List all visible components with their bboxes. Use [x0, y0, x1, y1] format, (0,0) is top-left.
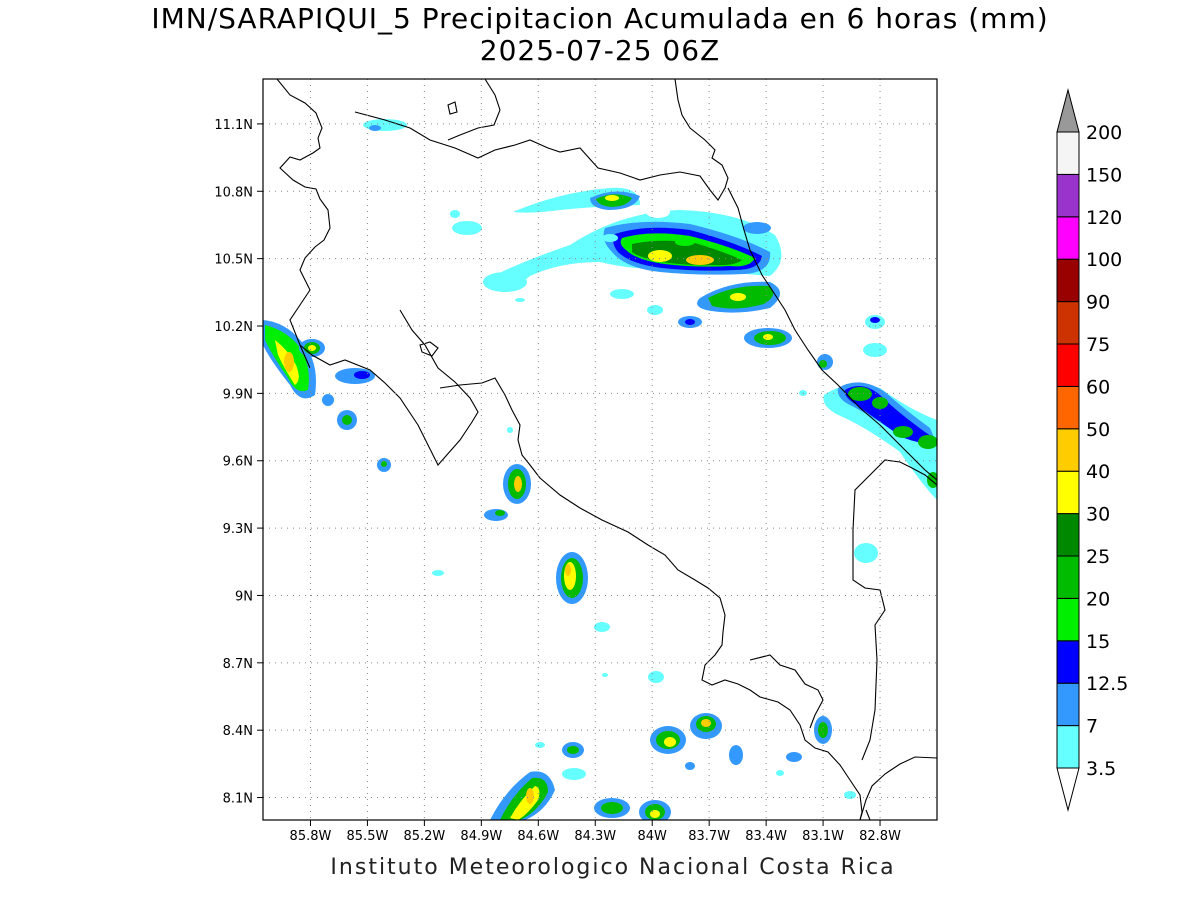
colorbar-swatch [1056, 682, 1080, 727]
rain-cell [490, 673, 856, 820]
colorbar-label: 120 [1086, 207, 1122, 229]
lon-tick-label: 83.7W [688, 829, 730, 844]
map-title: IMN/SARAPIQUI_5 Precipitacion Acumulada … [151, 2, 1049, 35]
country-border [354, 79, 937, 481]
rain-cell [263, 320, 391, 472]
colorbar-label: 200 [1086, 122, 1122, 144]
colorbar-swatch [1056, 725, 1080, 769]
lat-tick-label: 9.3N [223, 522, 253, 537]
colorbar-swatch [1056, 385, 1080, 430]
rain-cell [610, 281, 780, 328]
colorbar-label: 7 [1086, 716, 1098, 738]
colorbar-swatch [1056, 513, 1080, 557]
lat-tick-label: 8.4N [223, 724, 253, 739]
colorbar-label: 12.5 [1086, 673, 1128, 695]
rain-cell [363, 119, 618, 302]
lat-tick-label: 11.1N [214, 118, 253, 133]
lon-tick-label: 82.8W [859, 829, 901, 844]
colorbar-upper-triangle [1056, 88, 1080, 133]
colorbar-swatch [1056, 301, 1080, 345]
colorbar-label: 60 [1086, 376, 1110, 398]
rain-cell [432, 427, 878, 683]
colorbar-swatch [1056, 555, 1080, 599]
colorbar-label: 30 [1086, 504, 1110, 526]
colorbar-label: 75 [1086, 334, 1110, 356]
colorbar-label: 40 [1086, 461, 1110, 483]
lat-tick-label: 8.7N [223, 657, 253, 672]
lon-tick-label: 85.5W [347, 829, 389, 844]
lat-tick-label: 10.5N [214, 253, 253, 268]
lon-tick-label: 84W [638, 829, 668, 844]
colorbar-label: 90 [1086, 292, 1110, 314]
latitude-axis: 11.1N 10.8N 10.5N 10.2N 9.9N 9.6N 9.3N 9N 8.7N 8.… [214, 118, 263, 807]
lat-tick-label: 10.8N [214, 185, 253, 200]
rain-cell [799, 315, 937, 500]
colorbar-swatch [1056, 470, 1080, 515]
lon-tick-label: 85.8W [290, 829, 332, 844]
lat-tick-label: 9.6N [223, 455, 253, 470]
colorbar-swatch [1056, 343, 1080, 387]
colorbar-swatch [1056, 216, 1080, 260]
colorbar-label: 25 [1086, 546, 1110, 568]
colorbar-label: 15 [1086, 631, 1110, 653]
colorbar-swatch [1056, 258, 1080, 303]
lon-tick-label: 84.9W [460, 829, 502, 844]
gridlines [263, 79, 937, 820]
map-subtitle-datetime: 2025-07-25 06Z [479, 34, 721, 67]
lat-tick-label: 10.2N [214, 320, 253, 335]
lon-tick-label: 83.4W [745, 829, 787, 844]
longitude-axis: 85.8W 85.5W 85.2W 84.9W 84.6W 84.3W 84W 83.7W 83… [290, 820, 901, 844]
colorbar-label: 150 [1086, 164, 1122, 186]
lat-tick-label: 9N [235, 589, 253, 604]
map-frame [262, 78, 938, 821]
colorbar-swatch [1056, 640, 1080, 684]
lon-tick-label: 85.2W [403, 829, 445, 844]
colorbar-swatch [1056, 428, 1080, 472]
precipitation-field [263, 119, 937, 820]
lon-tick-label: 84.6W [517, 829, 559, 844]
colorbar-label: 50 [1086, 419, 1110, 441]
colorbar-swatch [1056, 131, 1080, 175]
colorbar-swatch [1056, 597, 1080, 642]
colorbar-legend: 3.5 7 12.5 15 20 25 30 40 50 60 75 90 100 120 150 200 [1056, 88, 1128, 812]
lon-tick-label: 84.3W [574, 829, 616, 844]
colorbar-label: 100 [1086, 249, 1122, 271]
colorbar-swatch [1056, 173, 1080, 218]
footer-credit: Instituto Meteorologico Nacional Costa R… [330, 855, 896, 880]
colorbar-label: 20 [1086, 588, 1110, 610]
rain-cell [646, 206, 792, 348]
colorbar-label: 3.5 [1086, 758, 1116, 780]
rain-cell [513, 187, 640, 213]
lat-tick-label: 9.9N [223, 387, 253, 402]
lon-tick-label: 83.1W [802, 829, 844, 844]
colorbar-lower-triangle [1056, 767, 1080, 812]
lat-tick-label: 8.1N [223, 792, 253, 807]
rain-cell [485, 210, 782, 289]
